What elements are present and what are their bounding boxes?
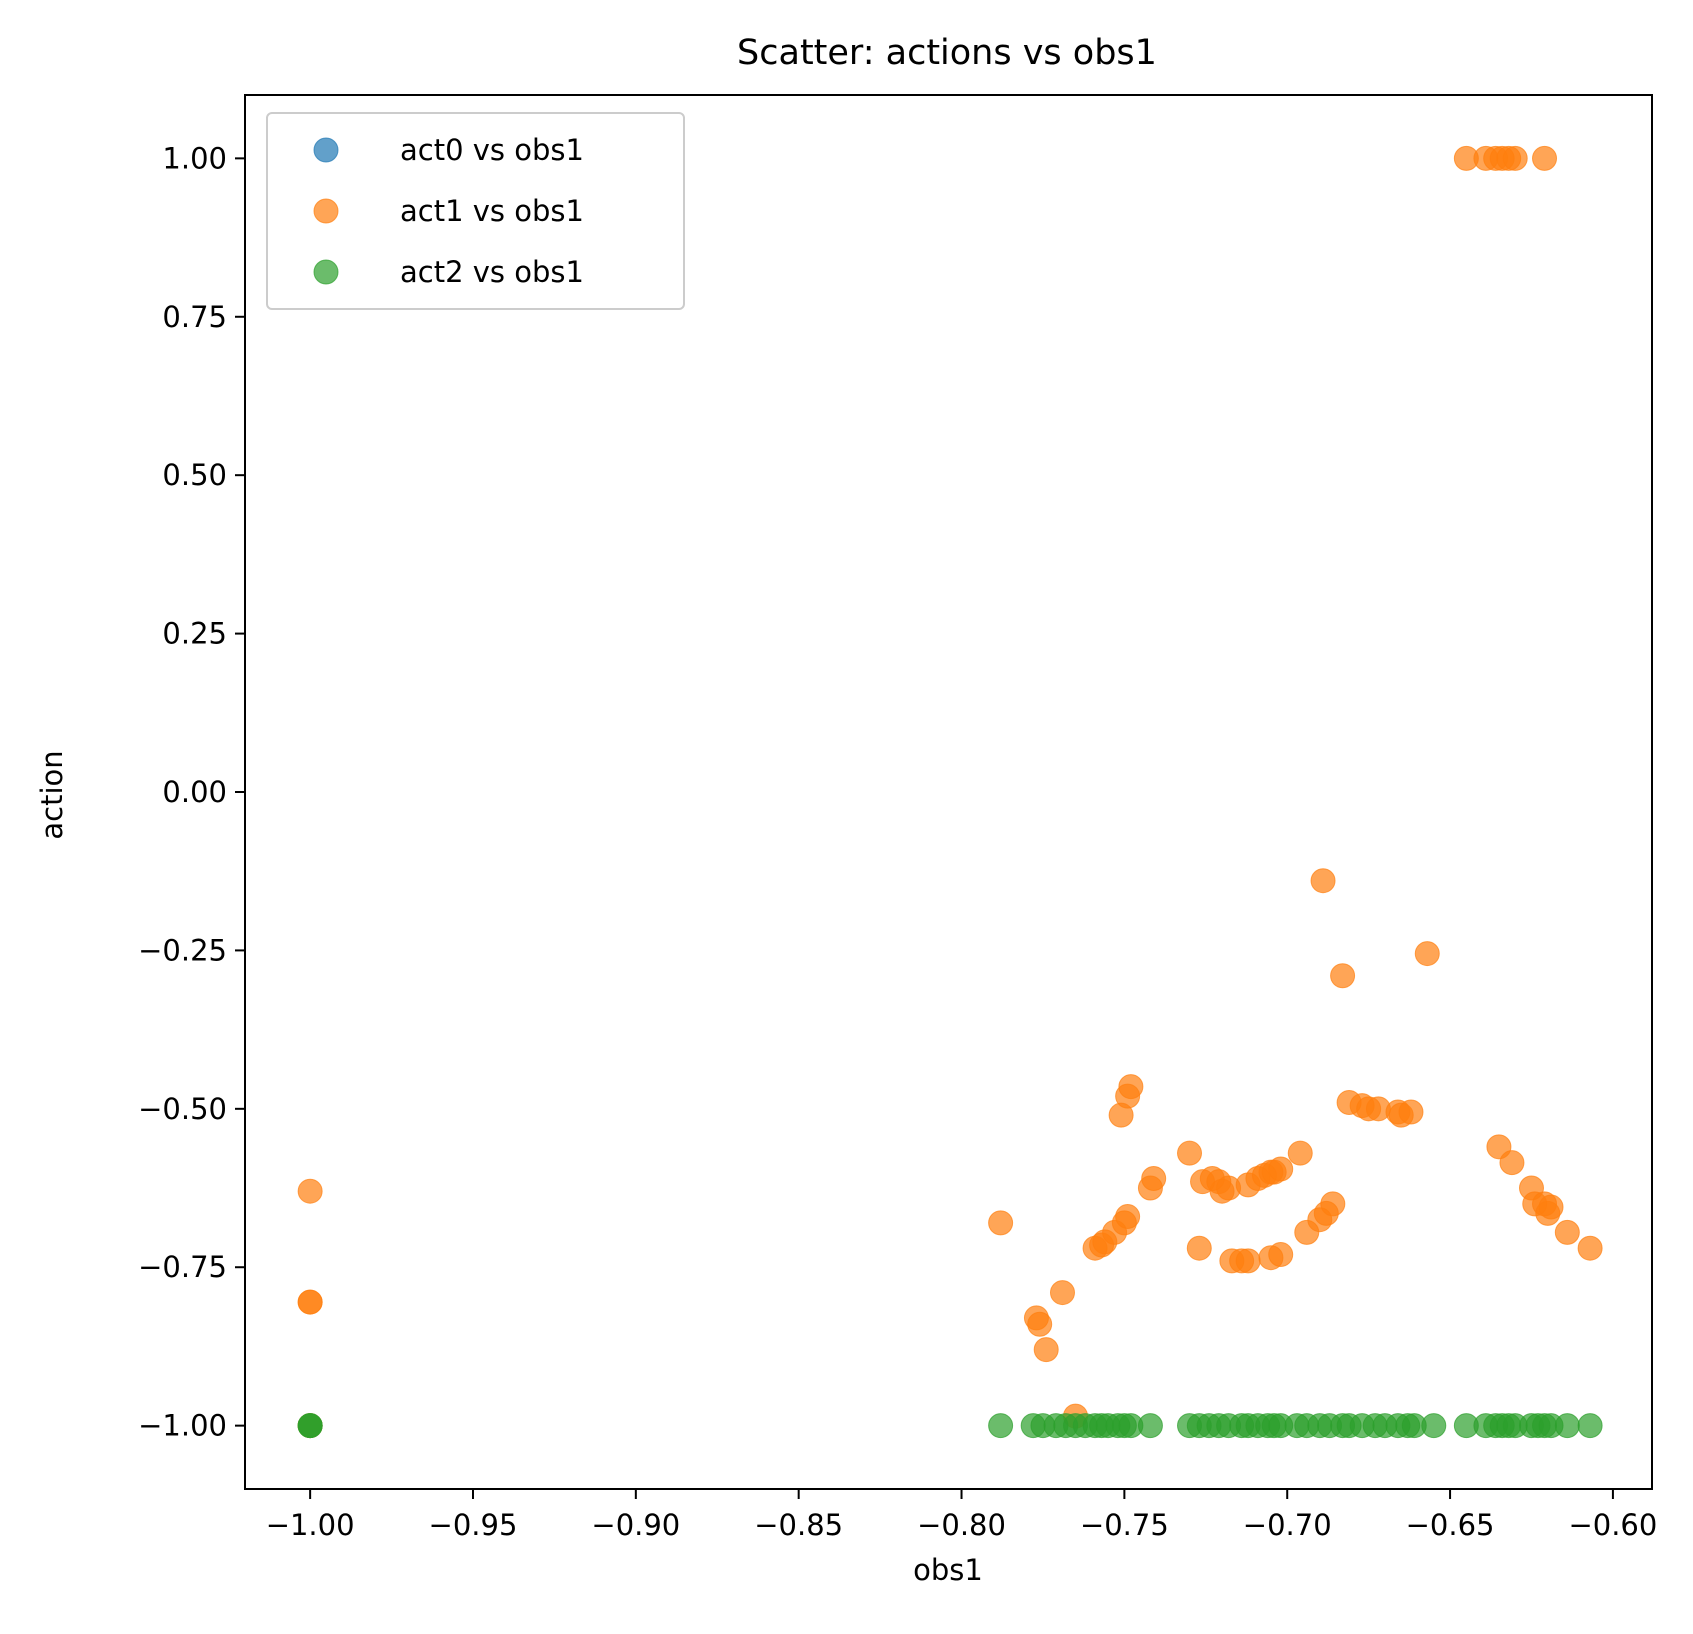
legend: act0 vs obs1 act1 vs obs1 act2 vs obs1 [266,112,685,310]
scatter-point [1554,1219,1580,1245]
y-axis-title: action [35,750,69,839]
x-axis-ticks: −1.00 −0.95 −0.90 −0.85 −0.80 −0.75 −0.70 −0.65… [266,1489,1657,1542]
scatter-point [1049,1280,1075,1306]
y-tick-label: 0.50 [162,458,227,492]
y-tick-label: 1.00 [162,141,227,175]
x-tick-label: −0.60 [1568,1508,1657,1542]
legend-frame [266,112,685,310]
series-2-points [297,1413,1603,1439]
scatter-point [1141,1166,1167,1192]
legend-label: act0 vs obs1 [400,133,584,167]
x-tick-label: −0.70 [1243,1508,1332,1542]
scatter-point [1330,963,1356,989]
scatter-point [1177,1140,1203,1166]
x-tick-label: −1.00 [266,1508,355,1542]
scatter-point [1577,1413,1603,1439]
scatter-point [1027,1311,1053,1337]
scatter-point [1115,1204,1141,1230]
y-tick-label: −0.75 [138,1250,227,1284]
scatter-point [1268,1242,1294,1268]
scatter-point [1421,1413,1447,1439]
scatter-point [1532,145,1558,171]
scatter-point [1235,1248,1261,1274]
y-tick-label: 0.75 [162,300,227,334]
series-1-points [297,145,1603,1439]
x-tick-label: −0.75 [1080,1508,1169,1542]
scatter-point [1310,868,1336,894]
scatter-point [297,1413,323,1439]
chart-title: Scatter: actions vs obs1 [737,33,1157,73]
x-tick-label: −0.80 [917,1508,1006,1542]
scatter-point [1554,1413,1580,1439]
scatter-point [988,1413,1014,1439]
scatter-point [1268,1156,1294,1182]
scatter-point [1186,1235,1212,1261]
y-axis-ticks: 1.00 0.75 0.50 0.25 0.00 −0.25 −0.50 −0.75 −1.00 [138,141,245,1443]
scatter-point [1398,1099,1424,1125]
x-tick-label: −0.85 [754,1508,843,1542]
y-tick-label: 0.25 [162,617,227,651]
y-tick-label: −0.50 [138,1092,227,1126]
legend-marker [313,137,339,163]
y-tick-label: 0.00 [162,775,227,809]
x-tick-label: −0.90 [591,1508,680,1542]
x-axis-title: obs1 [913,1553,983,1587]
scatter-point [1287,1140,1313,1166]
scatter-point [988,1210,1014,1236]
scatter-point [1499,1150,1525,1176]
legend-label: act1 vs obs1 [400,194,584,228]
legend-marker [313,198,339,224]
y-tick-label: −1.00 [138,1409,227,1443]
scatter-point [1502,145,1528,171]
legend-marker [313,259,339,285]
scatter-point [297,1178,323,1204]
x-tick-label: −0.95 [429,1508,518,1542]
scatter-point [1033,1337,1059,1363]
y-tick-label: −0.25 [138,933,227,967]
scatter-point [297,1289,323,1315]
legend-label: act2 vs obs1 [400,255,584,289]
scatter-point [1414,941,1440,967]
scatter-points [297,145,1603,1439]
scatter-point [1538,1194,1564,1220]
scatter-point [1320,1191,1346,1217]
x-tick-label: −0.65 [1406,1508,1495,1542]
scatter-point [1577,1235,1603,1261]
scatter-point [1118,1074,1144,1100]
scatter-point [1137,1413,1163,1439]
